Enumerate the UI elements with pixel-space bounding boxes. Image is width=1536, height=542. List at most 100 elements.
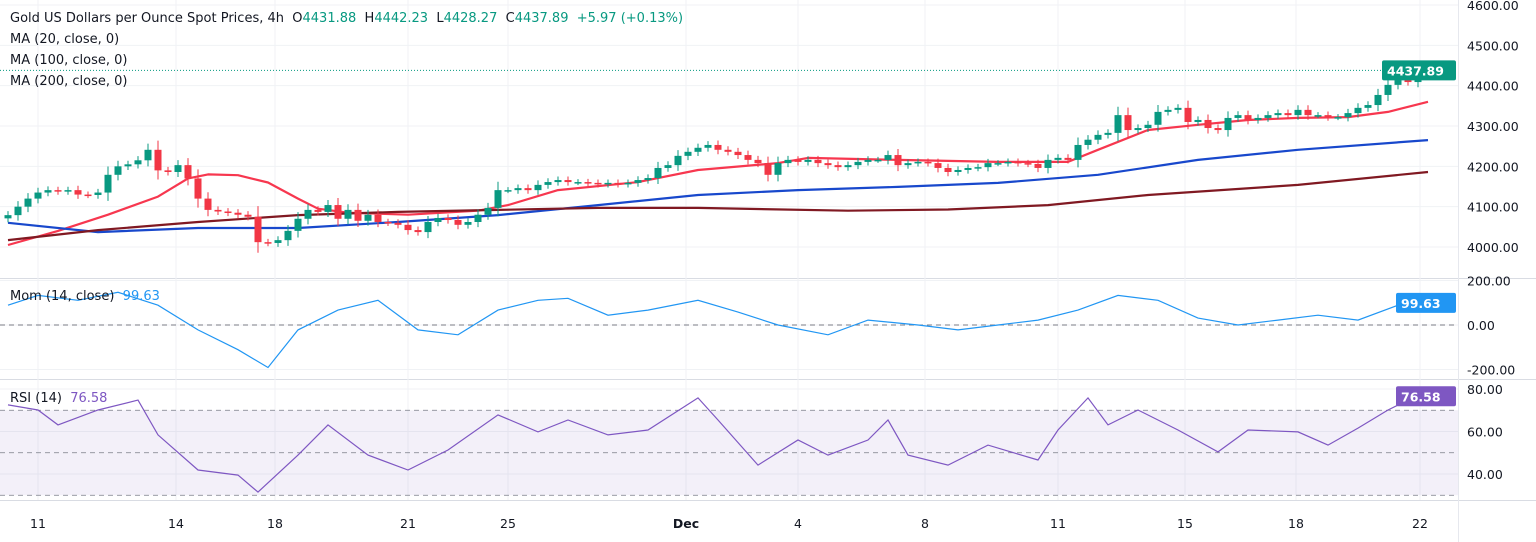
candle-body xyxy=(924,161,932,164)
candle-body xyxy=(24,198,32,207)
candle-body xyxy=(144,149,152,161)
candle-body xyxy=(884,155,892,160)
candle-body xyxy=(1044,159,1052,168)
candle-body xyxy=(204,198,212,210)
candle-body xyxy=(1074,144,1082,160)
candle-body xyxy=(264,242,272,244)
candle-body xyxy=(644,178,652,181)
candle-body xyxy=(724,149,732,152)
time-tick-label: 4 xyxy=(794,516,802,531)
candle-body xyxy=(974,167,982,169)
candle-body xyxy=(934,163,942,168)
candle-body xyxy=(1004,161,1012,164)
rsi-tick-label: 80.00 xyxy=(1467,382,1503,397)
ma20-legend[interactable]: MA (20, close, 0) xyxy=(10,32,120,47)
mom-value-tag xyxy=(1396,292,1456,313)
candle-body xyxy=(704,144,712,148)
ma-line-0 xyxy=(7,100,1429,247)
candle-body xyxy=(514,188,522,191)
rsi-legend[interactable]: RSI (14) 76.58 xyxy=(10,391,108,406)
candle-body xyxy=(214,209,222,212)
change-value: +5.97 (+0.13%) xyxy=(576,11,684,26)
candle-body xyxy=(334,205,342,219)
symbol-legend: Gold US Dollars per Ounce Spot Prices, 4… xyxy=(10,11,684,26)
candle-body xyxy=(524,188,532,191)
close-value: 4437.89 xyxy=(514,11,569,26)
candle-body xyxy=(604,182,612,185)
candle-body xyxy=(664,165,672,168)
last-price-label: 4437.89 xyxy=(1387,63,1444,78)
mom-value-label: 99.63 xyxy=(1401,296,1441,311)
candle-body xyxy=(174,165,182,172)
rsi-band xyxy=(0,409,1458,496)
candle-body xyxy=(234,212,242,215)
price-axis[interactable]: 4000.00 4100.00 4200.00 4300.00 4400.00 4500.… xyxy=(1382,0,1519,482)
high-value: 4442.23 xyxy=(374,11,429,26)
candle-body xyxy=(34,192,42,199)
candle-body xyxy=(404,224,412,231)
candle-body xyxy=(654,167,662,179)
candle-body xyxy=(1024,163,1032,165)
time-tick-label: 21 xyxy=(400,516,416,531)
candle-body xyxy=(674,155,682,166)
candle-body xyxy=(714,144,722,150)
candle-body xyxy=(1064,157,1072,160)
candle-body xyxy=(454,219,462,225)
candle-body xyxy=(1054,157,1062,160)
candle-body xyxy=(944,167,952,172)
candle-body xyxy=(874,159,882,162)
candle-body xyxy=(64,190,72,192)
time-axis[interactable]: 11 14 18 21 25 Dec 4 8 11 15 18 22 xyxy=(30,516,1428,531)
ma200-legend[interactable]: MA (200, close, 0) xyxy=(10,74,128,89)
candle-body xyxy=(844,165,852,168)
candle-body xyxy=(1234,115,1242,118)
ma100-legend[interactable]: MA (100, close, 0) xyxy=(10,53,128,68)
candle-body xyxy=(854,161,862,166)
candle-body xyxy=(1394,80,1402,85)
rsi-legend-value: 76.58 xyxy=(70,391,108,406)
candle-body xyxy=(954,169,962,172)
candle-body xyxy=(114,166,122,175)
symbol-title: Gold US Dollars per Ounce Spot Prices, 4… xyxy=(10,11,284,26)
candle-body xyxy=(1254,117,1262,120)
candle-body xyxy=(1304,109,1312,116)
candle-body xyxy=(154,149,162,171)
candle-body xyxy=(244,214,252,217)
mom-tick-label: -200.00 xyxy=(1467,363,1515,378)
candle-body xyxy=(444,217,452,220)
candle-body xyxy=(734,151,742,156)
candle-body xyxy=(484,207,492,215)
time-tick-label: 18 xyxy=(267,516,283,531)
candle-body xyxy=(1404,80,1412,83)
candle-body xyxy=(1144,124,1152,129)
price-tick-label: 4200.00 xyxy=(1467,159,1519,174)
candle-body xyxy=(564,180,572,183)
rsi-line xyxy=(7,395,1429,493)
candle-body xyxy=(124,164,132,167)
price-tick-label: 4600.00 xyxy=(1467,0,1519,13)
candle-body xyxy=(1214,128,1222,131)
rsi-value-label: 76.58 xyxy=(1401,389,1441,404)
candle-body xyxy=(594,182,602,185)
candle-body xyxy=(1164,109,1172,112)
candle-body xyxy=(1354,107,1362,114)
candle-body xyxy=(1314,115,1322,117)
mom-legend[interactable]: Mom (14, close) 99.63 xyxy=(10,289,160,304)
candle-body xyxy=(254,216,262,243)
candle-body xyxy=(814,159,822,164)
candle-body xyxy=(994,163,1002,165)
candle-body xyxy=(4,215,12,219)
candle-body xyxy=(1034,163,1042,168)
candle-body xyxy=(764,163,772,175)
last-price-tag xyxy=(1382,60,1456,81)
rsi-tick-label: 40.00 xyxy=(1467,467,1503,482)
candle-body xyxy=(634,180,642,183)
candle-body xyxy=(624,182,632,185)
candle-body xyxy=(984,163,992,168)
candle-body xyxy=(964,167,972,170)
candle-body xyxy=(74,190,82,195)
candle-body xyxy=(224,211,232,214)
time-tick-label: 11 xyxy=(30,516,46,531)
candle-body xyxy=(164,170,172,172)
